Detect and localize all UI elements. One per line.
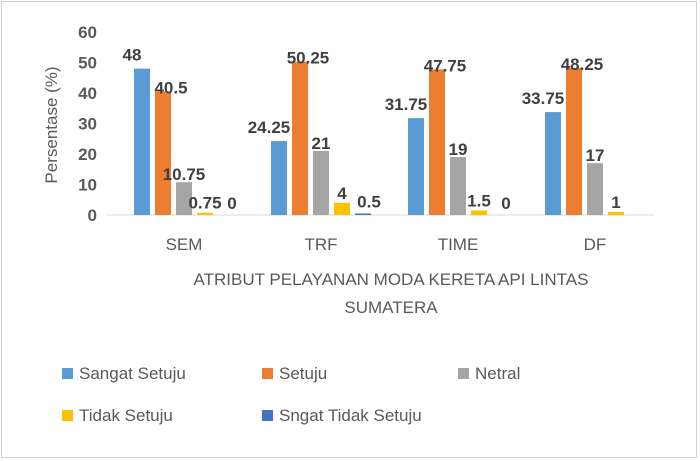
y-tick-label: 40 xyxy=(78,84,97,103)
legend-swatch xyxy=(62,368,73,379)
bar-trf-setuju xyxy=(292,61,308,215)
bars xyxy=(134,61,624,216)
data-label: 50.25 xyxy=(287,49,330,68)
data-label: 1 xyxy=(611,193,620,212)
bar-time-netral xyxy=(450,157,466,215)
data-label: 19 xyxy=(449,140,468,159)
legend-label: Sngat Tidak Setuju xyxy=(279,406,422,425)
data-label: 33.75 xyxy=(522,89,565,108)
y-tick-label: 0 xyxy=(88,206,97,225)
data-label: 4 xyxy=(337,184,347,203)
y-axis-title: Persentase (%) xyxy=(42,66,61,183)
bar-time-tidak-setuju xyxy=(471,210,487,215)
data-label: 48.25 xyxy=(561,55,604,74)
data-label: 0.5 xyxy=(357,192,381,211)
legend-label: Sangat Setuju xyxy=(79,364,186,383)
data-label: 10.75 xyxy=(163,165,206,184)
y-tick-label: 50 xyxy=(78,54,97,73)
bar-df-sangat-setuju xyxy=(545,112,561,215)
bar-trf-sngat-tidak-setuju xyxy=(355,213,371,215)
bar-df-tidak-setuju xyxy=(608,211,624,215)
data-label: 17 xyxy=(586,146,605,165)
legend-swatch xyxy=(458,368,469,379)
y-tick-label: 30 xyxy=(78,115,97,134)
legend-label: Netral xyxy=(475,364,520,383)
x-axis-title-line-1: ATRIBUT PELAYANAN MODA KERETA API LINTAS xyxy=(194,270,589,289)
legend: Sangat Setuju Setuju Netral Tidak Setuju Sng… xyxy=(62,364,520,425)
bar-trf-netral xyxy=(313,150,329,215)
y-axis-ticks: 0 10 20 30 40 50 60 xyxy=(78,23,97,225)
bar-sem-sangat-setuju xyxy=(134,68,150,215)
bar-df-setuju xyxy=(566,67,582,216)
data-label: 40.5 xyxy=(154,78,187,97)
data-label: 21 xyxy=(312,134,331,153)
bar-df-netral xyxy=(587,163,603,215)
bar-trf-sangat-setuju xyxy=(271,141,287,215)
data-label: 48 xyxy=(123,46,142,65)
legend-label: Setuju xyxy=(279,364,327,383)
bar-sem-netral xyxy=(176,182,192,215)
category-label: TRF xyxy=(304,235,337,254)
data-label: 31.75 xyxy=(385,95,428,114)
data-label: 0.75 xyxy=(188,194,221,213)
category-label: SEM xyxy=(166,235,203,254)
bar-sem-tidak-setuju xyxy=(197,212,213,215)
category-label: TIME xyxy=(438,235,479,254)
data-label: 24.25 xyxy=(248,118,291,137)
data-label: 47.75 xyxy=(424,56,467,75)
bar-time-setuju xyxy=(429,69,445,215)
y-tick-label: 60 xyxy=(78,23,97,42)
y-tick-label: 10 xyxy=(78,176,97,195)
y-tick-label: 20 xyxy=(78,145,97,164)
legend-swatch xyxy=(262,368,273,379)
data-label: 1.5 xyxy=(467,191,491,210)
legend-swatch xyxy=(62,410,73,421)
bar-time-sangat-setuju xyxy=(408,118,424,215)
bar-sem-setuju xyxy=(155,91,171,215)
x-axis-title-line-2: SUMATERA xyxy=(344,298,438,317)
bar-trf-tidak-setuju xyxy=(334,202,350,215)
category-labels: SEM TRF TIME DF xyxy=(166,235,607,254)
legend-swatch xyxy=(262,410,273,421)
legend-label: Tidak Setuju xyxy=(79,406,173,425)
data-label: 0 xyxy=(227,194,236,213)
category-label: DF xyxy=(584,235,607,254)
data-label: 0 xyxy=(501,194,510,213)
